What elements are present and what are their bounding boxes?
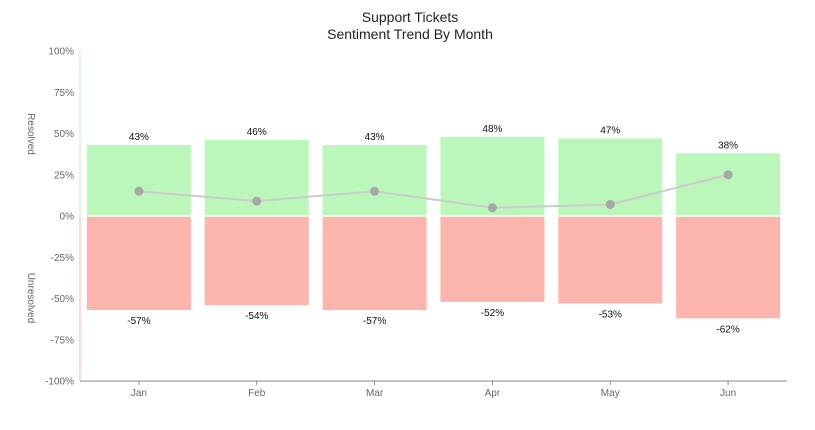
bar-resolved-jun[interactable]	[676, 153, 781, 216]
data-label-unresolved-jan: -57%	[127, 316, 150, 327]
x-tick-label-may: May	[601, 388, 620, 399]
y-tick-label-7: -75%	[51, 335, 74, 346]
net-point-may[interactable]	[605, 199, 615, 209]
y-tick-label-3: 25%	[54, 170, 74, 181]
axes-group	[79, 51, 787, 385]
y-side-label-unresolved: Unresolved	[25, 273, 36, 324]
bar-unresolved-jan[interactable]	[86, 216, 191, 311]
bar-unresolved-may[interactable]	[558, 216, 663, 304]
data-label-resolved-jan: 43%	[129, 132, 149, 143]
y-tick-label-6: -50%	[51, 294, 74, 305]
x-tick-label-jan: Jan	[131, 388, 147, 399]
data-label-resolved-apr: 48%	[482, 124, 502, 135]
x-tick-label-feb: Feb	[248, 388, 266, 399]
data-label-unresolved-apr: -52%	[481, 308, 504, 319]
x-tick-label-mar: Mar	[366, 388, 384, 399]
bar-unresolved-feb[interactable]	[204, 216, 309, 306]
y-side-label-resolved: Resolved	[25, 113, 36, 155]
x-tick-label-jun: Jun	[720, 388, 736, 399]
x-tick-label-apr: Apr	[485, 388, 501, 399]
y-tick-label-1: 75%	[54, 88, 74, 99]
bar-unresolved-apr[interactable]	[440, 216, 545, 302]
y-tick-label-0: 100%	[48, 47, 74, 58]
chart-title: Support Tickets	[362, 9, 459, 25]
data-label-unresolved-may: -53%	[599, 309, 622, 320]
y-tick-label-4: 0%	[60, 212, 75, 223]
y-tick-label-2: 50%	[54, 129, 74, 140]
y-tick-label-5: -25%	[51, 253, 74, 264]
net-line-group	[134, 170, 733, 213]
data-label-resolved-mar: 43%	[365, 132, 385, 143]
labels-group: 43% -57% Jan 46% -54% Feb 43% -57% Mar 48% -52% Apr…	[45, 47, 740, 400]
data-label-unresolved-jun: -62%	[716, 324, 739, 335]
net-point-feb[interactable]	[252, 196, 262, 206]
data-label-resolved-jun: 38%	[718, 140, 738, 151]
net-point-jan[interactable]	[134, 186, 144, 196]
data-label-unresolved-feb: -54%	[245, 311, 268, 322]
net-point-jun[interactable]	[723, 170, 733, 180]
bars-group	[80, 136, 787, 319]
bar-resolved-jan[interactable]	[86, 145, 191, 216]
data-label-resolved-may: 47%	[600, 125, 620, 136]
chart-subtitle: Sentiment Trend By Month	[327, 26, 493, 42]
bar-unresolved-jun[interactable]	[676, 216, 781, 319]
y-tick-label-8: -100%	[45, 377, 74, 388]
net-line	[138, 173, 729, 209]
bar-resolved-mar[interactable]	[322, 145, 427, 216]
data-label-resolved-feb: 46%	[247, 127, 267, 138]
bar-unresolved-mar[interactable]	[322, 216, 427, 311]
net-point-mar[interactable]	[370, 186, 380, 196]
net-point-apr[interactable]	[487, 203, 497, 213]
data-label-unresolved-mar: -57%	[363, 316, 386, 327]
